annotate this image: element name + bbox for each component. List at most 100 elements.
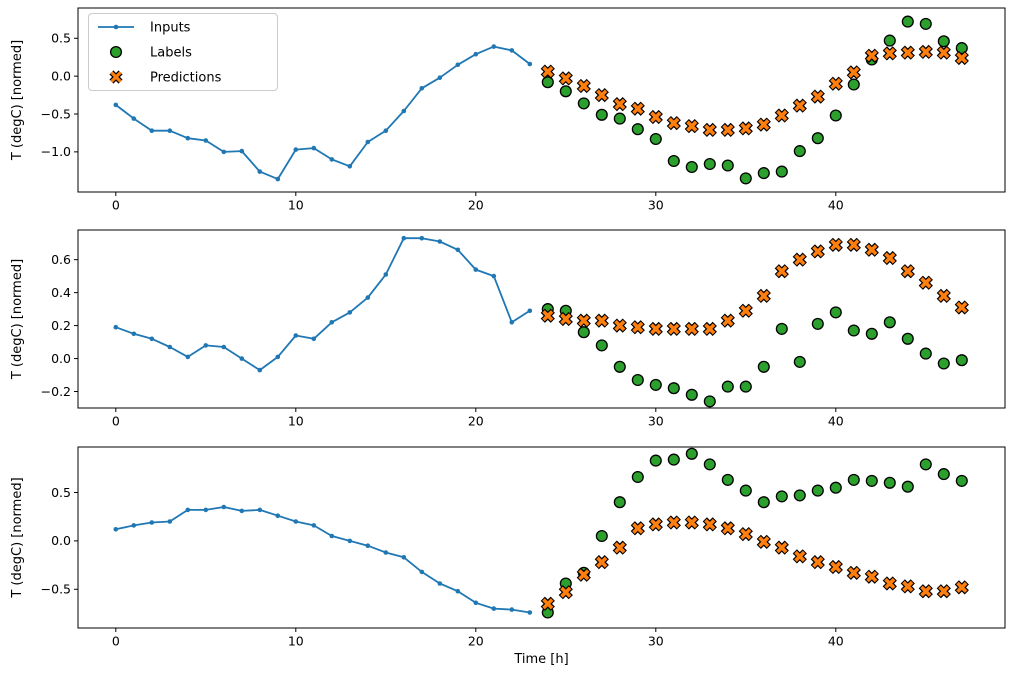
labels-point: [649, 454, 662, 467]
inputs-point: [527, 610, 533, 615]
y-axis-label: T (degC) [normed]: [10, 40, 25, 161]
inputs-point: [419, 569, 425, 575]
labels-point: [829, 306, 842, 319]
predictions-point: [650, 111, 662, 123]
x-tick-label: 0: [112, 198, 120, 213]
predictions-point: [956, 301, 968, 314]
inputs-point: [221, 504, 227, 510]
inputs-point: [527, 61, 533, 67]
labels-point: [901, 332, 914, 345]
predictions-point: [794, 100, 806, 112]
predictions-point: [938, 290, 950, 302]
predictions-point: [542, 310, 554, 322]
predictions-point: [722, 522, 734, 534]
inputs-point: [329, 533, 335, 539]
inputs-point: [293, 333, 299, 338]
inputs-point: [239, 508, 245, 514]
inputs-point: [473, 267, 479, 272]
inputs-point: [221, 344, 227, 350]
x-tick-label: 30: [648, 198, 664, 213]
predictions-point: [722, 315, 734, 327]
predictions-point: [632, 522, 644, 534]
inputs-point: [473, 51, 479, 57]
inputs-point: [311, 336, 317, 342]
labels-point: [883, 34, 896, 47]
labels-point: [685, 447, 698, 460]
x-tick-label: 20: [468, 198, 484, 213]
labels-point: [829, 109, 842, 122]
inputs-point: [275, 354, 281, 360]
labels-point: [793, 145, 806, 158]
inputs-point: [437, 239, 443, 244]
legend-item-label: Labels: [150, 46, 192, 61]
predictions-point: [776, 542, 788, 554]
predictions-point: [758, 536, 770, 548]
predictions-point: [560, 586, 572, 598]
predictions-point: [614, 320, 626, 332]
labels-point: [613, 496, 626, 509]
inputs-point: [257, 169, 263, 174]
labels-point: [631, 373, 644, 387]
labels-point: [721, 473, 734, 486]
predictions-point: [920, 585, 932, 597]
inputs-point: [239, 356, 245, 361]
y-tick-label: −0.5: [41, 582, 71, 597]
labels-point: [703, 157, 716, 171]
predictions-point: [704, 323, 716, 335]
y-axis-label: T (degC) [normed]: [10, 477, 25, 598]
inputs-point: [347, 538, 353, 544]
labels-point: [811, 317, 824, 330]
x-tick-label: 30: [648, 634, 664, 649]
labels-point: [757, 360, 770, 373]
x-tick-label: 40: [828, 414, 844, 429]
inputs-point: [347, 310, 353, 315]
labels-point: [919, 17, 932, 30]
inputs-point: [203, 138, 209, 143]
predictions-point: [740, 122, 752, 134]
predictions-point: [686, 323, 698, 335]
labels-point: [757, 496, 770, 509]
predictions-point: [704, 124, 716, 136]
predictions-point: [596, 315, 608, 327]
x-tick-label: 10: [288, 414, 304, 429]
inputs-point: [509, 320, 515, 325]
labels-point: [937, 35, 950, 48]
inputs-point: [185, 135, 191, 141]
inputs-line: [115, 237, 531, 371]
labels-point: [613, 112, 626, 125]
labels-point: [685, 160, 698, 174]
predictions-point: [956, 581, 968, 593]
inputs-point: [149, 520, 155, 525]
labels-point: [541, 76, 554, 89]
labels-point: [667, 154, 680, 168]
labels-point: [775, 165, 788, 178]
predictions-point: [614, 98, 626, 110]
labels-point: [595, 108, 608, 121]
inputs-point: [509, 607, 515, 612]
predictions-point: [830, 239, 842, 251]
inputs-point: [455, 62, 461, 68]
labels-point: [937, 357, 950, 370]
inputs-point: [257, 507, 263, 513]
legend-item-label: Predictions: [150, 71, 222, 86]
predictions-point: [578, 569, 590, 581]
inputs-point: [473, 600, 479, 606]
predictions-point: [776, 265, 788, 277]
predictions-point: [650, 323, 662, 335]
x-tick-label: 20: [468, 414, 484, 429]
x-tick-label: 20: [468, 634, 484, 649]
predictions-point: [542, 598, 554, 610]
labels-point: [901, 480, 914, 493]
predictions-point: [902, 47, 914, 59]
predictions-point: [740, 305, 752, 317]
labels-point: [793, 489, 806, 502]
predictions-point: [866, 571, 878, 583]
inputs-point: [113, 527, 119, 532]
inputs-line: [115, 506, 530, 614]
predictions-point: [632, 103, 644, 115]
x-tick-label: 10: [288, 634, 304, 649]
labels-point: [937, 468, 950, 481]
inputs-line: [115, 45, 531, 180]
labels-point: [595, 339, 608, 352]
